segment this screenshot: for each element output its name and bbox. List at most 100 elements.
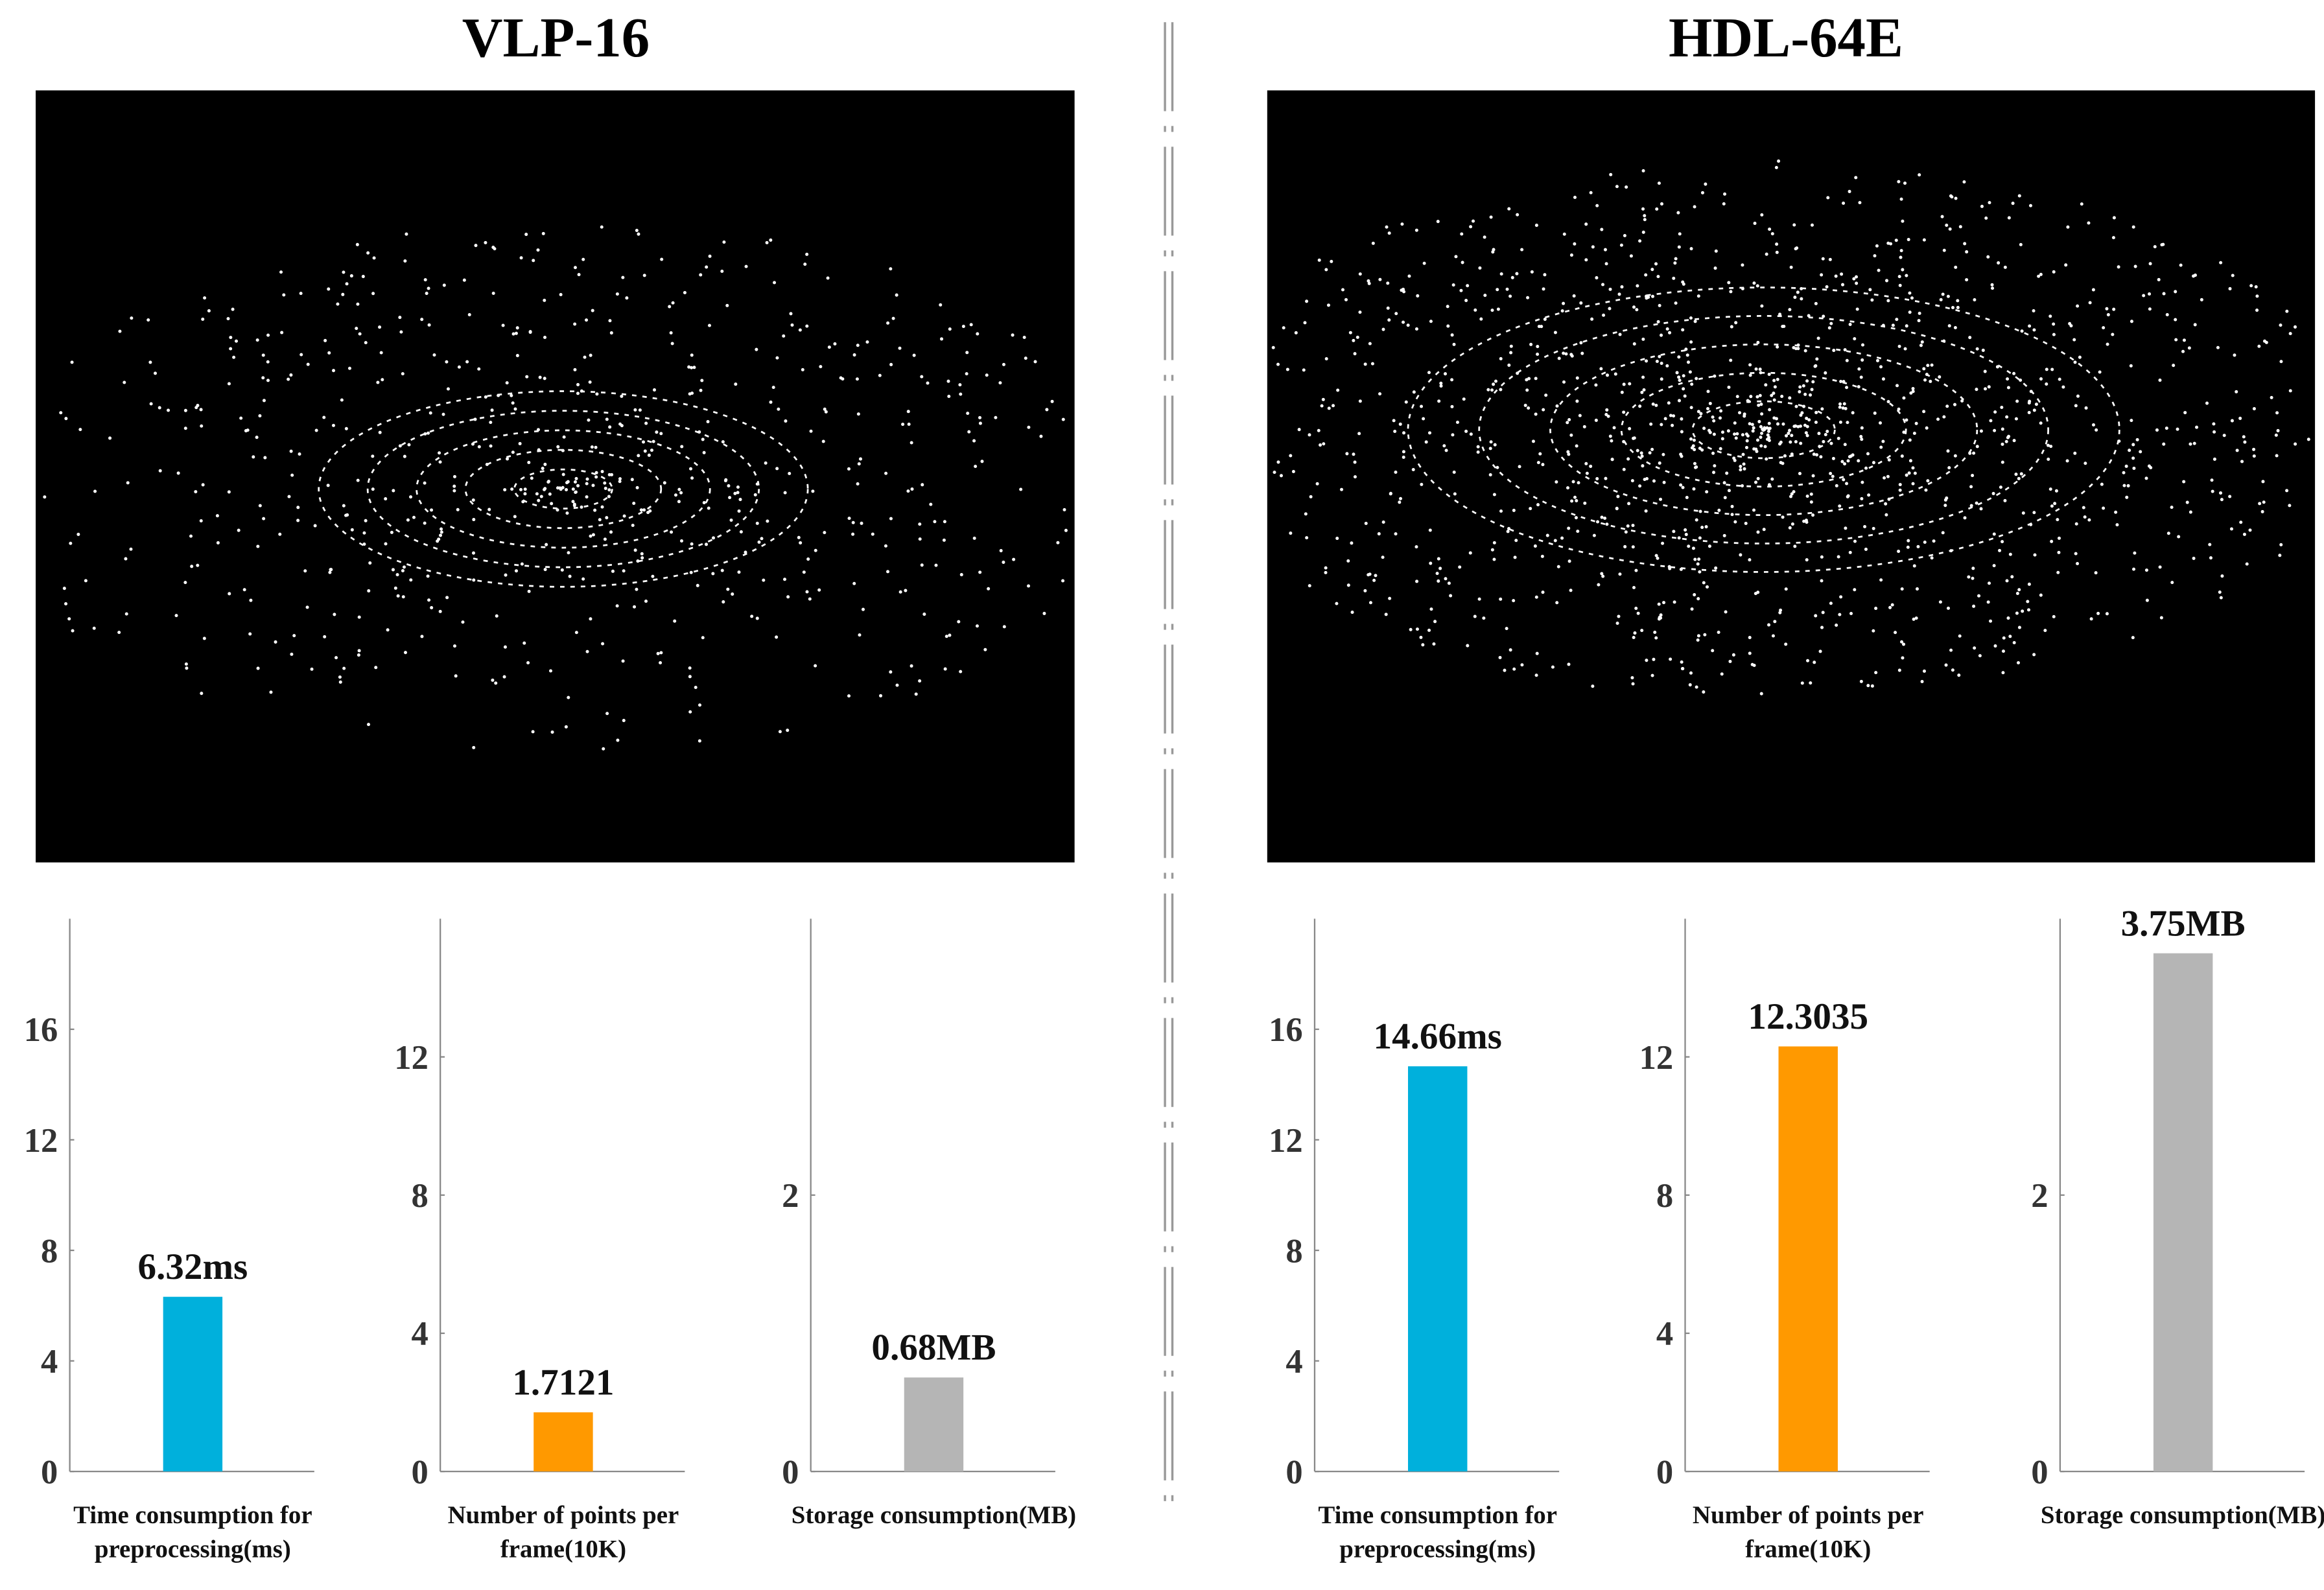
point (921, 483, 924, 487)
point (702, 500, 706, 505)
point (1536, 353, 1540, 357)
point (1444, 577, 1448, 581)
point (1752, 426, 1755, 430)
point (1785, 434, 1789, 438)
point (1632, 635, 1636, 640)
point (1371, 241, 1375, 245)
point (1793, 296, 1797, 299)
point (2261, 480, 2265, 484)
point (1634, 568, 1638, 572)
point (677, 500, 681, 504)
point (670, 342, 674, 345)
point (1788, 308, 1792, 312)
point (1827, 326, 1831, 330)
point (1668, 331, 1672, 334)
point (625, 296, 629, 300)
point (1767, 427, 1771, 430)
point (1845, 358, 1849, 362)
point (1562, 232, 1566, 236)
point (1787, 432, 1790, 436)
point (2076, 304, 2080, 308)
point (1641, 169, 1645, 173)
panel-title: VLP-16 (462, 6, 650, 69)
point (1406, 323, 1410, 327)
point (2008, 635, 2012, 638)
point (1911, 390, 1915, 393)
point (2117, 265, 2120, 269)
point (1573, 495, 1577, 499)
point (1632, 585, 1636, 589)
point (1838, 405, 1842, 409)
point (2162, 292, 2166, 296)
point (1999, 485, 2002, 489)
point (1806, 659, 1810, 662)
point (839, 376, 843, 380)
point (1741, 452, 1745, 456)
point (1651, 402, 1655, 406)
point (2074, 552, 2078, 555)
point (1400, 288, 1403, 292)
point (1879, 578, 1883, 582)
point (2015, 592, 2019, 596)
point (1802, 404, 1806, 408)
point (1461, 261, 1464, 264)
point (1394, 532, 1398, 536)
point (1899, 640, 1904, 644)
point (1327, 406, 1331, 410)
point (1482, 616, 1486, 620)
point (1838, 504, 1842, 508)
point (92, 626, 96, 630)
point (523, 487, 527, 491)
point (2073, 451, 2077, 455)
point (2230, 419, 2234, 423)
point (1695, 377, 1698, 380)
point (2260, 509, 2264, 513)
point (1530, 270, 1534, 274)
point (762, 578, 766, 582)
point (1381, 520, 1385, 524)
point (947, 395, 951, 399)
point (1752, 281, 1756, 285)
point (760, 537, 764, 541)
point (1713, 374, 1717, 378)
point (1490, 309, 1494, 312)
point (1949, 648, 1953, 652)
point (2100, 482, 2104, 486)
point (1600, 572, 1604, 576)
y-tick-label: 4 (1656, 1315, 1673, 1353)
point (1898, 483, 1902, 487)
point (1696, 294, 1700, 298)
point (465, 360, 469, 364)
point (1874, 607, 1878, 611)
point (1922, 410, 1926, 414)
point (2021, 609, 2025, 613)
point (2278, 554, 2282, 557)
point (585, 482, 589, 485)
point (1622, 467, 1626, 471)
x-label-box: Time consumption for preprocessing(ms) (1318, 1501, 1557, 1563)
point (1489, 215, 1493, 219)
point (1767, 421, 1771, 425)
point (357, 649, 361, 653)
point (769, 400, 773, 404)
point (423, 278, 427, 282)
point (1866, 684, 1870, 688)
x-label-box: Storage consumption(MB) (792, 1501, 1076, 1529)
point (1661, 452, 1665, 456)
point (1353, 475, 1357, 479)
point (729, 518, 733, 522)
point (1273, 471, 1276, 474)
point (1859, 435, 1863, 439)
point (1757, 403, 1761, 407)
point (196, 563, 200, 567)
point (736, 485, 740, 489)
point (1805, 494, 1809, 498)
point (1741, 484, 1744, 488)
point (1991, 286, 1995, 290)
point (1814, 420, 1818, 425)
point (1743, 412, 1746, 416)
point (1855, 307, 1859, 311)
y-tick-label: 8 (412, 1177, 428, 1215)
point (1693, 462, 1696, 465)
point (2057, 550, 2061, 554)
